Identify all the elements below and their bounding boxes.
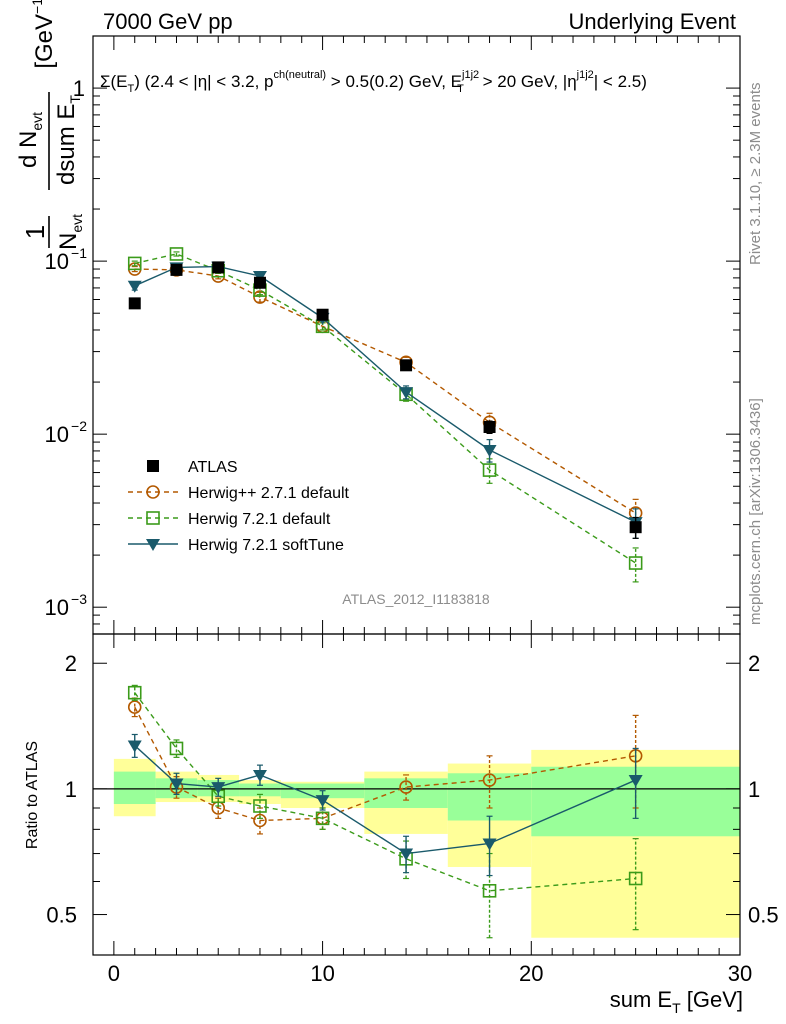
legend-label: Herwig++ 2.7.1 default [188,485,350,502]
data-point-open-circle [482,773,497,787]
data-point-square [253,276,266,289]
data-point-square [400,359,413,372]
data-point-triangle [146,539,160,551]
x-tick-label: 0 [108,961,120,986]
header-left: 7000 GeV pp [103,9,233,34]
data-point-triangle [628,775,643,788]
data-point-open-square [315,811,330,826]
data-point-triangle [169,778,184,791]
header-right: Underlying Event [568,9,736,34]
legend-label: Herwig 7.2.1 softTune [188,537,344,554]
svg-text:d Nevt: d Nevt [15,112,45,168]
data-point-open-square [127,256,142,271]
series-line [134,706,636,822]
band-stat-uncertainty [239,783,281,797]
data-point-square [212,261,225,274]
series-line [134,265,636,523]
series-atlas [128,261,642,539]
x-tick-label: 30 [728,961,752,986]
legend-label: Herwig 7.2.1 default [188,511,331,528]
ratio-y-tick-label-right: 1 [748,777,760,802]
rivet-version-label: Rivet 3.1.10, ≥ 2.3M events [747,83,764,266]
data-point-open-square [169,247,184,261]
data-point-open-square [146,511,160,525]
legend-label: ATLAS [188,459,238,476]
data-point-triangle [399,848,414,861]
data-point-triangle [252,769,267,782]
x-tick-label: 10 [310,961,334,986]
band-stat-uncertainty [113,771,156,805]
data-point-open-circle [399,780,413,794]
x-axis-title: sum ET [GeV] [610,987,743,1016]
data-point-triangle [399,387,414,400]
mcplots-url-label: mcplots.cern.ch [arXiv:1306.3436] [747,398,764,625]
main-y-tick-label: 1 [73,76,85,101]
series-line [134,253,637,564]
data-point-square [629,521,642,534]
main-y-tick-label: 10 [45,595,69,620]
data-point-open-circle [253,813,267,828]
legend-entry: Herwig 7.2.1 softTune [128,537,344,554]
data-point-open-square [169,741,184,756]
main-y-tick-label: 10 [45,249,69,274]
series-line [134,692,636,892]
data-point-square [128,297,141,310]
ratio-y-tick-label: 0.5 [46,903,77,928]
data-point-triangle [127,740,142,753]
data-point-open-square [482,463,497,477]
main-series-layer [127,247,643,583]
x-tick-label: 20 [519,961,543,986]
main-title: Σ(ET) (2.4 < |η| < 3.2, pch(neutral) > 0… [100,69,647,95]
ratio-uncertainty-bands [113,749,740,938]
svg-text:[GeV−1]: [GeV−1] [29,0,58,69]
data-point-open-circle [146,485,160,499]
data-point-open-circle [127,700,142,714]
main-y-axis-title: 1 Nevt d Nevt dsum ET [GeV−1] [15,0,85,250]
data-point-open-square [628,871,643,886]
data-point-open-circle [253,290,267,304]
series-line [134,745,636,855]
data-point-triangle [315,795,330,808]
series-herwig-7-2-1-default [127,247,643,583]
ratio-y-tick-label: 1 [65,777,77,802]
ratio-y-tick-label-right: 2 [748,651,760,676]
series-herwig-2-7-1-default [127,697,643,835]
data-point-square [147,460,159,472]
series-line [134,268,637,514]
data-point-triangle [482,444,497,457]
ratio-frame [92,633,741,956]
data-point-square [170,263,183,276]
legend-entry: Herwig++ 2.7.1 default [128,485,350,502]
main-y-tick-exponent: −2 [71,418,87,434]
svg-text:dsum ET: dsum ET [53,95,83,185]
main-panel: 110−110−210−3 [45,35,741,635]
legend-entry: Herwig 7.2.1 default [128,511,331,528]
ratio-panel: 0.5 0.51 12 20 10 20 30 [46,633,779,986]
data-point-triangle [127,280,142,293]
ratio-series-layer [127,684,643,939]
data-point-triangle [211,782,226,795]
ratio-y-axis-title: Ratio to ATLAS [24,741,41,849]
ratio-y-tick-label-right: 0.5 [748,903,779,928]
analysis-id-label: ATLAS_2012_I1183818 [342,591,490,607]
data-point-square [316,308,329,321]
svg-text:1: 1 [20,225,50,239]
ratio-y-tick-label: 2 [65,651,77,676]
data-point-square [483,420,496,433]
data-point-open-square [628,556,643,570]
main-y-tick-exponent: −1 [71,245,87,261]
main-y-tick-label: 10 [45,422,69,447]
data-point-triangle [482,838,497,851]
main-y-tick-exponent: −3 [71,591,87,607]
series-herwig-7-2-1-softtune [127,733,643,877]
data-point-open-square [482,883,497,898]
data-point-open-square [253,799,267,813]
legend-entry: ATLAS [147,459,238,476]
legend: ATLAS Herwig++ 2.7.1 default Herwig 7.2.1 … [128,459,350,554]
data-point-open-square [127,685,142,700]
